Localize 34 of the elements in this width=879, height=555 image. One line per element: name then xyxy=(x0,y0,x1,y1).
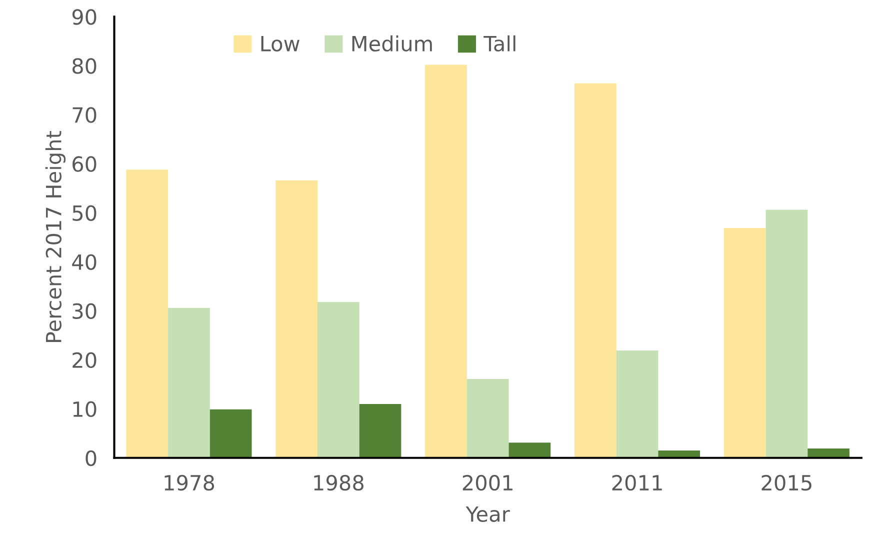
bar xyxy=(724,228,766,458)
legend-label: Medium xyxy=(352,35,432,52)
y-axis-title: Percent 2017 Height xyxy=(45,131,66,342)
x-tick-label: 2011 xyxy=(612,474,662,491)
y-tick-label: 50 xyxy=(72,205,96,221)
bar xyxy=(766,210,808,458)
x-tick-label: 1978 xyxy=(164,474,214,491)
bar xyxy=(168,308,210,458)
bar xyxy=(616,350,658,458)
bar xyxy=(466,378,509,458)
x-axis-title: Year xyxy=(466,506,510,522)
y-tick-label: 80 xyxy=(72,58,96,74)
bar xyxy=(425,64,467,458)
bar xyxy=(276,180,318,458)
bar xyxy=(508,442,551,458)
y-tick-label: 30 xyxy=(72,303,96,320)
y-tick-label: 90 xyxy=(72,9,96,25)
y-tick-label: 10 xyxy=(73,401,96,418)
x-tick-label: 1988 xyxy=(314,474,364,491)
y-tick-label: 40 xyxy=(72,254,96,270)
x-tick-label: 2015 xyxy=(762,474,812,491)
bar xyxy=(317,302,360,458)
bar xyxy=(359,404,402,458)
bar xyxy=(210,409,252,458)
y-tick-label: 20 xyxy=(72,352,96,368)
legend-label: Tall xyxy=(484,35,516,52)
y-tick-label: 70 xyxy=(72,107,96,123)
legend-label: Low xyxy=(261,36,300,52)
x-tick-label: 2001 xyxy=(462,474,512,491)
bar xyxy=(126,170,168,458)
bar xyxy=(808,448,850,458)
bar xyxy=(574,83,616,458)
y-tick-label: 60 xyxy=(72,156,96,172)
y-tick-label: 0 xyxy=(86,450,96,466)
